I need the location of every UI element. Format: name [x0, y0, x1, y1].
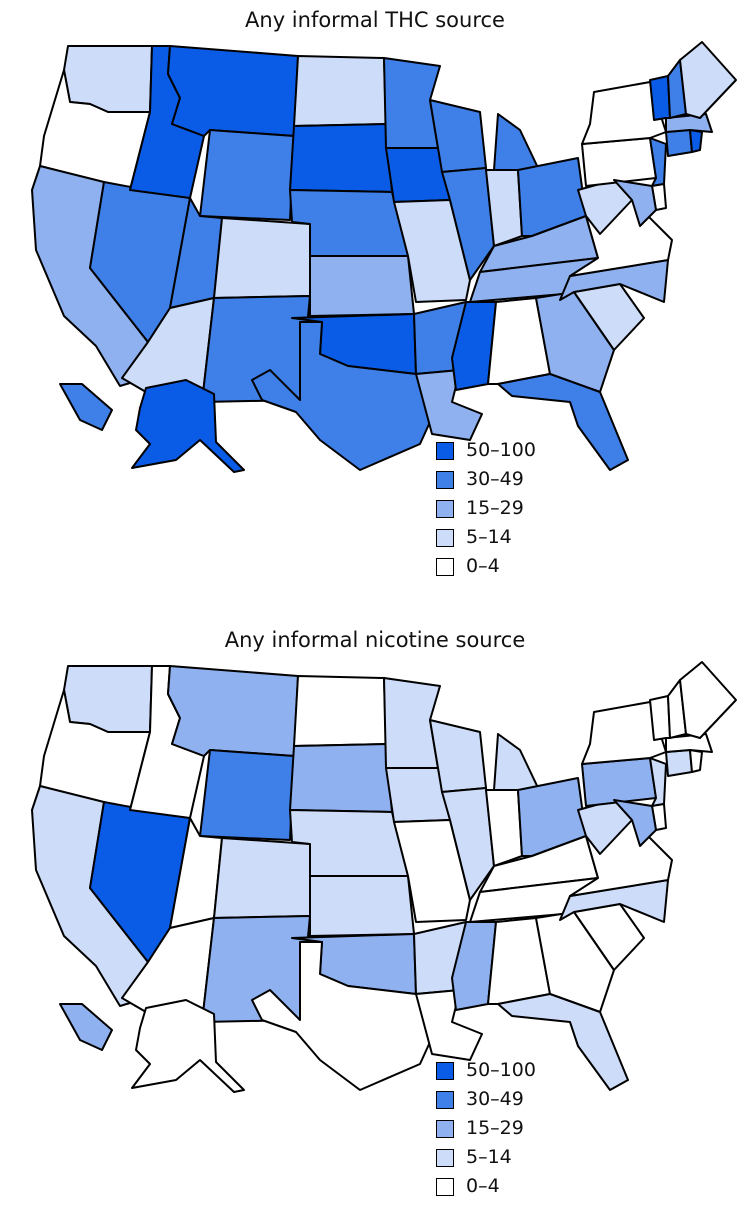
- legend-item: 5–14: [436, 526, 596, 551]
- state-hi: [59, 383, 113, 431]
- map-title-nicotine: Any informal nicotine source: [224, 628, 526, 652]
- state-ks: [309, 875, 415, 937]
- legend-item: 15–29: [436, 1117, 596, 1142]
- state-tx: [251, 321, 441, 471]
- thc-map-panel: Any informal THC source 50–100 30–49 15–29…: [0, 0, 750, 600]
- legend-label: 0–4: [466, 555, 500, 577]
- state-ms: [451, 921, 497, 1011]
- state-me: [679, 41, 737, 119]
- legend-swatch: [436, 1091, 454, 1109]
- us-map-nicotine: [31, 661, 737, 1093]
- state-tx: [251, 941, 441, 1091]
- legend-label: 30–49: [466, 468, 524, 490]
- state-ms: [451, 301, 497, 391]
- state-mt: [167, 45, 299, 137]
- state-vt: [649, 695, 671, 741]
- state-ct: [665, 749, 693, 777]
- state-il: [441, 787, 495, 901]
- legend-swatch: [436, 1149, 454, 1167]
- state-ct: [665, 129, 693, 157]
- legend-item: 50–100: [436, 439, 596, 464]
- legend-label: 15–29: [466, 497, 524, 519]
- state-mt: [167, 665, 299, 757]
- state-ri: [689, 129, 703, 153]
- legend-swatch: [436, 1178, 454, 1196]
- state-co: [213, 217, 311, 299]
- nicotine-map-panel: Any informal nicotine source 50–100 30–49…: [0, 620, 750, 1218]
- state-sd: [289, 123, 393, 193]
- legend-label: 15–29: [466, 1117, 524, 1139]
- state-sd: [289, 743, 393, 813]
- state-md: [613, 179, 657, 227]
- legend-label: 0–4: [466, 1175, 500, 1197]
- state-ri: [689, 749, 703, 773]
- legend-item: 0–4: [436, 1175, 596, 1200]
- us-map-thc: [31, 41, 737, 473]
- state-pa: [581, 757, 657, 807]
- legend-item: 30–49: [436, 468, 596, 493]
- state-ks: [309, 255, 415, 317]
- legend-swatch: [436, 558, 454, 576]
- state-nd: [293, 55, 387, 127]
- state-ak: [131, 999, 245, 1093]
- legend-label: 5–14: [466, 526, 512, 548]
- legend-swatch: [436, 1120, 454, 1138]
- legend-label: 50–100: [466, 1059, 536, 1081]
- state-fl: [497, 993, 629, 1091]
- legend-item: 5–14: [436, 1146, 596, 1171]
- legend-item: 30–49: [436, 1088, 596, 1113]
- state-wy: [199, 129, 295, 221]
- state-nd: [293, 675, 387, 747]
- state-pa: [581, 137, 657, 187]
- state-co: [213, 837, 311, 919]
- state-fl: [497, 373, 629, 471]
- legend-label: 30–49: [466, 1088, 524, 1110]
- state-wy: [199, 749, 295, 841]
- state-md: [613, 799, 657, 847]
- legend-label: 5–14: [466, 1146, 512, 1168]
- legend-swatch: [436, 442, 454, 460]
- state-me: [679, 661, 737, 739]
- state-vt: [649, 75, 671, 121]
- legend-swatch: [436, 529, 454, 547]
- legend-item: 0–4: [436, 555, 596, 580]
- legend-item: 15–29: [436, 497, 596, 522]
- legend-item: 50–100: [436, 1059, 596, 1084]
- legend-label: 50–100: [466, 439, 536, 461]
- state-il: [441, 167, 495, 281]
- map-title-thc: Any informal THC source: [245, 8, 505, 32]
- state-ak: [131, 379, 245, 473]
- legend-swatch: [436, 471, 454, 489]
- state-hi: [59, 1003, 113, 1051]
- legend-swatch: [436, 500, 454, 518]
- legend-swatch: [436, 1062, 454, 1080]
